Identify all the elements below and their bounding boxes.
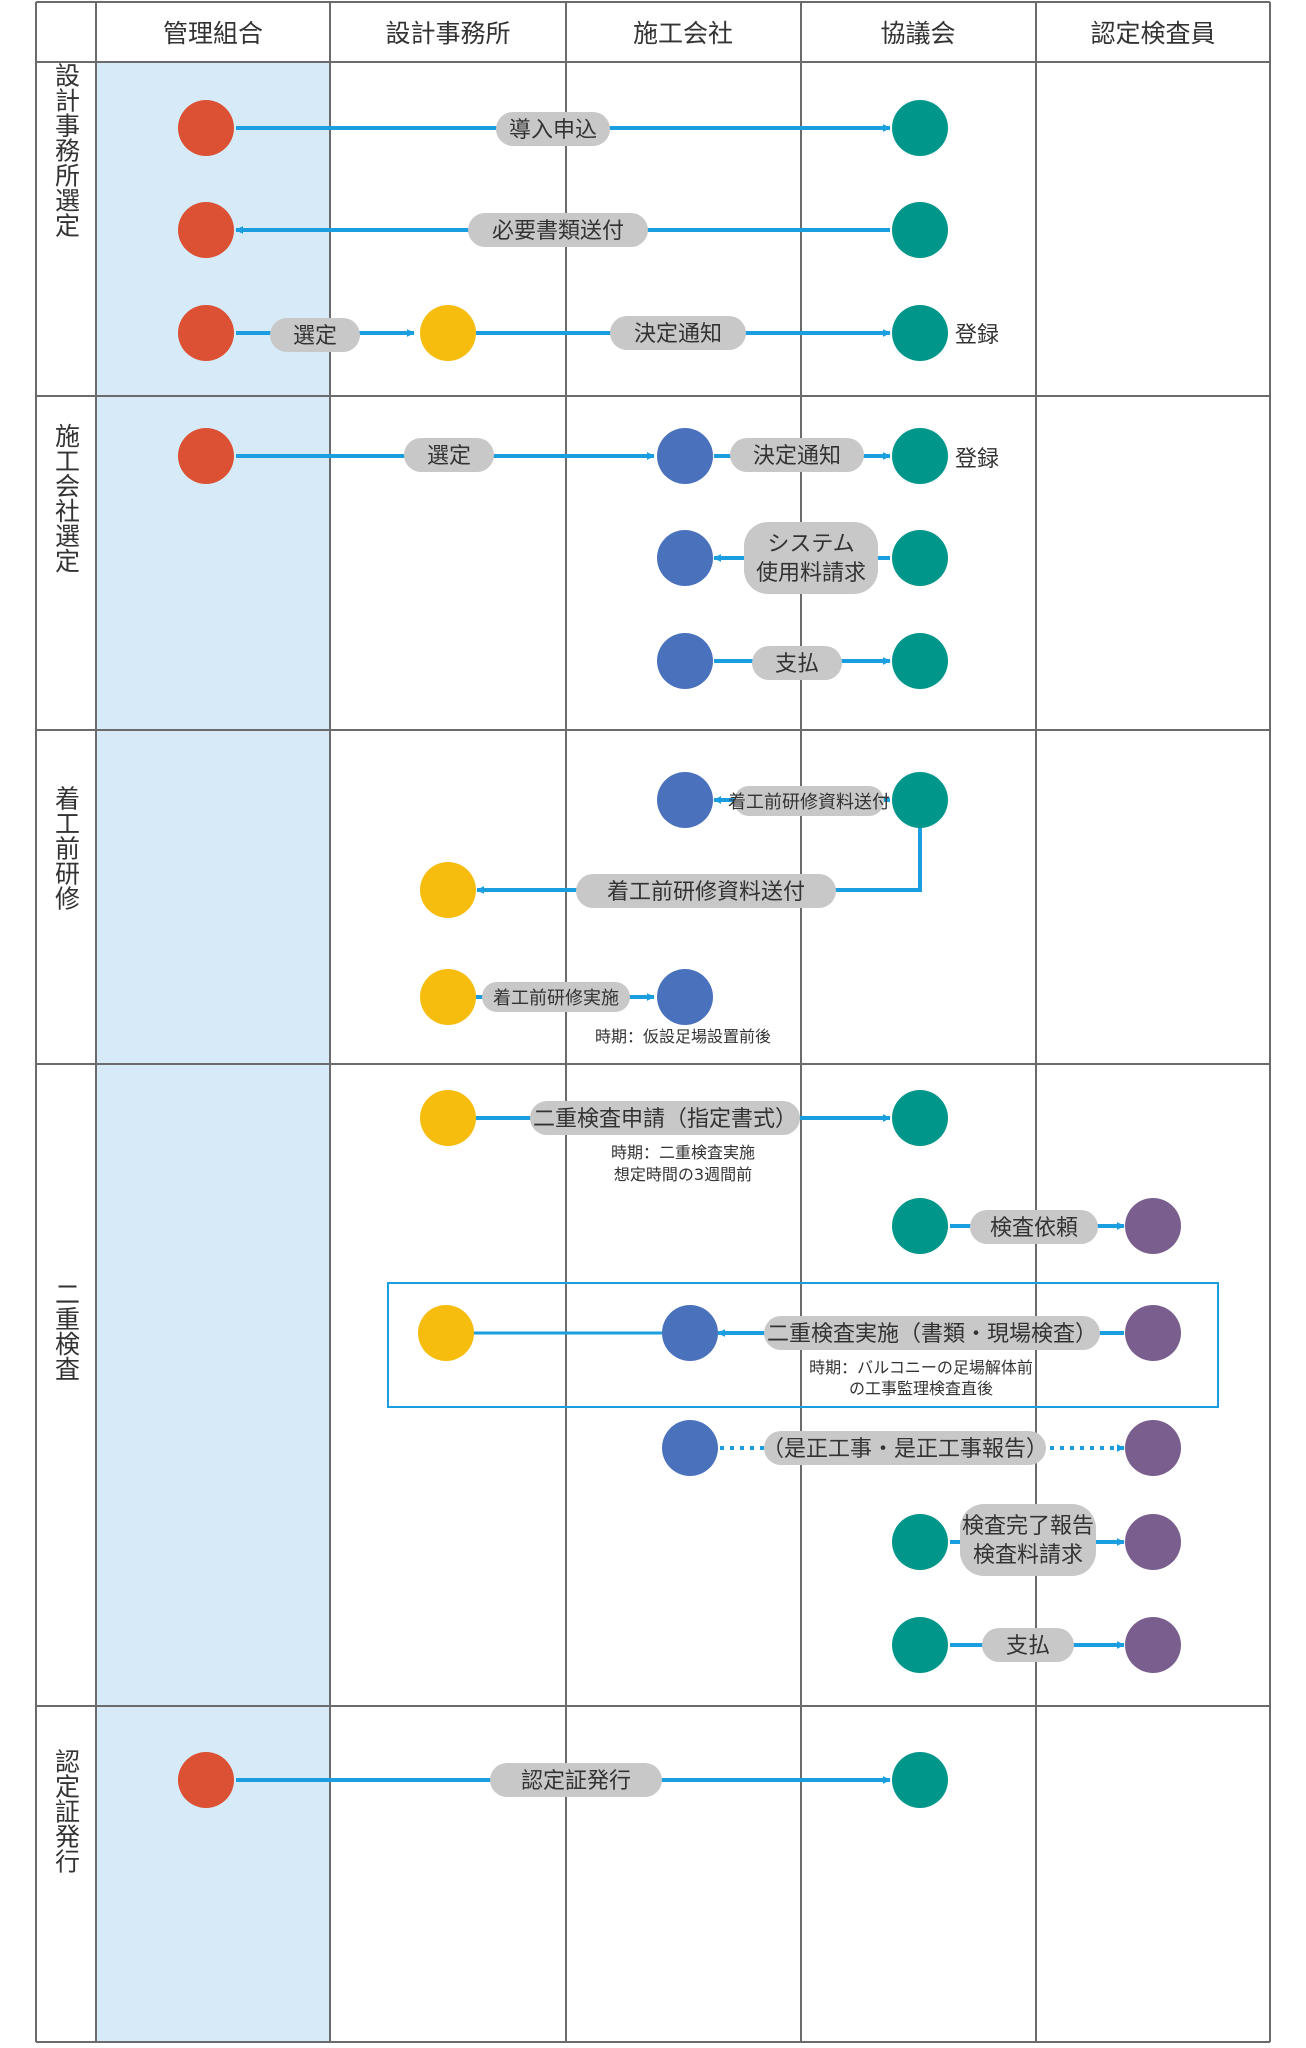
column-header-kensain: 認定検査員 bbox=[1090, 19, 1215, 48]
node-kyogikai bbox=[892, 530, 948, 586]
column-header-kanri: 管理組合 bbox=[163, 19, 263, 48]
note-jisshi-line2: の工事監理検査直後 bbox=[849, 1379, 993, 1398]
node-sekkei bbox=[418, 1305, 474, 1361]
label-pill-kettei1 bbox=[610, 316, 746, 350]
label-shiharai2: 支払 bbox=[1006, 1634, 1050, 1659]
label-pill-jisshi bbox=[764, 1316, 1100, 1350]
node-kanri bbox=[178, 305, 234, 361]
label-pill-hakko bbox=[490, 1763, 662, 1797]
node-kensain bbox=[1125, 1514, 1181, 1570]
label-system-line2: 使用料請求 bbox=[756, 561, 866, 586]
jisshi-highlight-box bbox=[387, 1282, 1219, 1408]
label-pill-kanryo bbox=[960, 1504, 1096, 1576]
node-kanri bbox=[178, 428, 234, 484]
label-kanryo-line2: 検査料請求 bbox=[973, 1543, 1083, 1568]
node-sekkei bbox=[420, 969, 476, 1025]
section-label-kenshu: 着工前研修 bbox=[52, 786, 81, 911]
section-label-niju-kensa: 二重検査 bbox=[52, 1281, 81, 1381]
node-sekou bbox=[657, 969, 713, 1025]
node-kyogikai bbox=[892, 1090, 948, 1146]
node-sekou bbox=[662, 1420, 718, 1476]
column-header-sekou: 施工会社 bbox=[633, 19, 733, 48]
node-kanri bbox=[178, 202, 234, 258]
label-shinsei: 二重検査申請（指定書式） bbox=[533, 1107, 797, 1132]
node-kyogikai bbox=[892, 1198, 948, 1254]
node-kyogikai bbox=[892, 1617, 948, 1673]
node-kensain bbox=[1125, 1420, 1181, 1476]
node-kanri bbox=[178, 100, 234, 156]
node-kensain bbox=[1125, 1617, 1181, 1673]
node-kyogikai bbox=[892, 202, 948, 258]
label-pill-system bbox=[744, 522, 878, 594]
node-kensain bbox=[1125, 1198, 1181, 1254]
note-kenshu: 時期：仮設足場設置前後 bbox=[595, 1027, 771, 1046]
label-shiharai1: 支払 bbox=[775, 652, 819, 677]
label-zesei: （是正工事・是正工事報告） bbox=[762, 1437, 1048, 1462]
section-label-hakko: 認定証発行 bbox=[52, 1749, 81, 1874]
label-hakko: 認定証発行 bbox=[521, 1769, 631, 1794]
note-shinsei-line1: 時期：二重検査実施 bbox=[611, 1143, 755, 1162]
section-label-sekou-sentei: 施工会社選定 bbox=[52, 423, 81, 573]
label-pill-shiharai1 bbox=[752, 646, 842, 680]
label-kenshu-jisshi: 着工前研修実施 bbox=[493, 988, 619, 1009]
node-sekou bbox=[657, 772, 713, 828]
label-pill-hitsuyou bbox=[468, 213, 648, 247]
node-sekkei bbox=[420, 1090, 476, 1146]
column-header-sekkei: 設計事務所 bbox=[385, 19, 510, 48]
node-sekou bbox=[662, 1305, 718, 1361]
label-pill-kettei2 bbox=[730, 438, 864, 472]
node-sekkei bbox=[420, 862, 476, 918]
label-kettei1: 決定通知 bbox=[634, 322, 722, 347]
label-pill-shinsei bbox=[530, 1101, 800, 1135]
label-pill-kenshu-big bbox=[576, 874, 836, 908]
node-kyogikai bbox=[892, 100, 948, 156]
node-kyogikai bbox=[892, 305, 948, 361]
label-hitsuyou: 必要書類送付 bbox=[492, 219, 624, 244]
node-sekkei bbox=[420, 305, 476, 361]
label-pill-kenshu-jisshi bbox=[482, 982, 630, 1012]
node-kyogikai bbox=[892, 633, 948, 689]
node-kyogikai bbox=[892, 772, 948, 828]
node-kanri bbox=[178, 1752, 234, 1808]
note-jisshi-line1: 時期：バルコニーの足場解体前 bbox=[809, 1358, 1033, 1377]
label-pill-irai bbox=[970, 1210, 1098, 1244]
label-touroku1: 登録 bbox=[955, 323, 999, 348]
grid-lines bbox=[35, 1, 1271, 2043]
label-touroku2: 登録 bbox=[955, 447, 999, 472]
label-system-line1: システム bbox=[767, 532, 854, 557]
label-sentei2: 選定 bbox=[427, 444, 471, 469]
label-pill-shiharai2 bbox=[982, 1628, 1074, 1662]
label-kenshu-big: 着工前研修資料送付 bbox=[607, 880, 805, 905]
node-sekou bbox=[657, 530, 713, 586]
node-sekou bbox=[657, 428, 713, 484]
label-pill-sentei2 bbox=[404, 438, 494, 472]
label-pill-dounyu bbox=[496, 112, 610, 146]
label-kettei2: 決定通知 bbox=[753, 444, 841, 469]
label-kanryo-line1: 検査完了報告 bbox=[962, 1514, 1094, 1539]
node-kyogikai bbox=[892, 428, 948, 484]
label-kenshu-small: 着工前研修資料送付 bbox=[728, 792, 890, 813]
label-irai: 検査依頼 bbox=[990, 1216, 1078, 1241]
label-pill-kenshu-small bbox=[734, 786, 884, 816]
section-label-sekkei-sentei: 設計事務所選定 bbox=[52, 63, 81, 238]
node-kyogikai bbox=[892, 1752, 948, 1808]
node-sekou bbox=[657, 633, 713, 689]
label-dounyu: 導入申込 bbox=[509, 118, 597, 143]
label-pill-sentei1 bbox=[270, 318, 360, 352]
node-kyogikai bbox=[892, 1514, 948, 1570]
column-header-kyogikai: 協議会 bbox=[880, 19, 955, 48]
node-kensain bbox=[1125, 1305, 1181, 1361]
label-pill-zesei bbox=[764, 1431, 1046, 1465]
label-jisshi: 二重検査実施（書類・現場検査） bbox=[767, 1322, 1097, 1347]
kanri-column-highlight bbox=[96, 62, 330, 2042]
label-sentei1: 選定 bbox=[293, 324, 337, 349]
note-shinsei-line2: 想定時間の3週間前 bbox=[614, 1165, 752, 1184]
